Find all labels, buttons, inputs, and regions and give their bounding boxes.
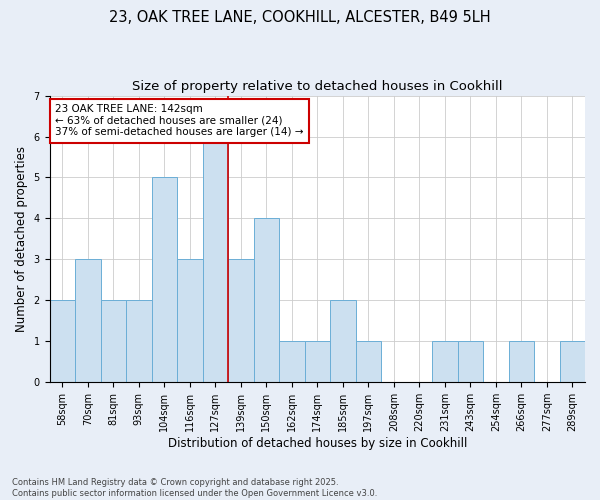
Bar [203, 136, 228, 382]
Bar [126, 300, 152, 382]
Bar [279, 342, 305, 382]
Y-axis label: Number of detached properties: Number of detached properties [15, 146, 28, 332]
Bar [305, 342, 330, 382]
Bar [152, 178, 177, 382]
X-axis label: Distribution of detached houses by size in Cookhill: Distribution of detached houses by size … [167, 437, 467, 450]
Bar [177, 260, 203, 382]
Bar [432, 342, 458, 382]
Bar [509, 342, 534, 382]
Bar [101, 300, 126, 382]
Bar [228, 260, 254, 382]
Bar [330, 300, 356, 382]
Text: Contains HM Land Registry data © Crown copyright and database right 2025.
Contai: Contains HM Land Registry data © Crown c… [12, 478, 377, 498]
Text: 23, OAK TREE LANE, COOKHILL, ALCESTER, B49 5LH: 23, OAK TREE LANE, COOKHILL, ALCESTER, B… [109, 10, 491, 25]
Bar [75, 260, 101, 382]
Bar [458, 342, 483, 382]
Bar [356, 342, 381, 382]
Bar [560, 342, 585, 382]
Bar [50, 300, 75, 382]
Title: Size of property relative to detached houses in Cookhill: Size of property relative to detached ho… [132, 80, 503, 93]
Bar [254, 218, 279, 382]
Text: 23 OAK TREE LANE: 142sqm
← 63% of detached houses are smaller (24)
37% of semi-d: 23 OAK TREE LANE: 142sqm ← 63% of detach… [55, 104, 304, 138]
